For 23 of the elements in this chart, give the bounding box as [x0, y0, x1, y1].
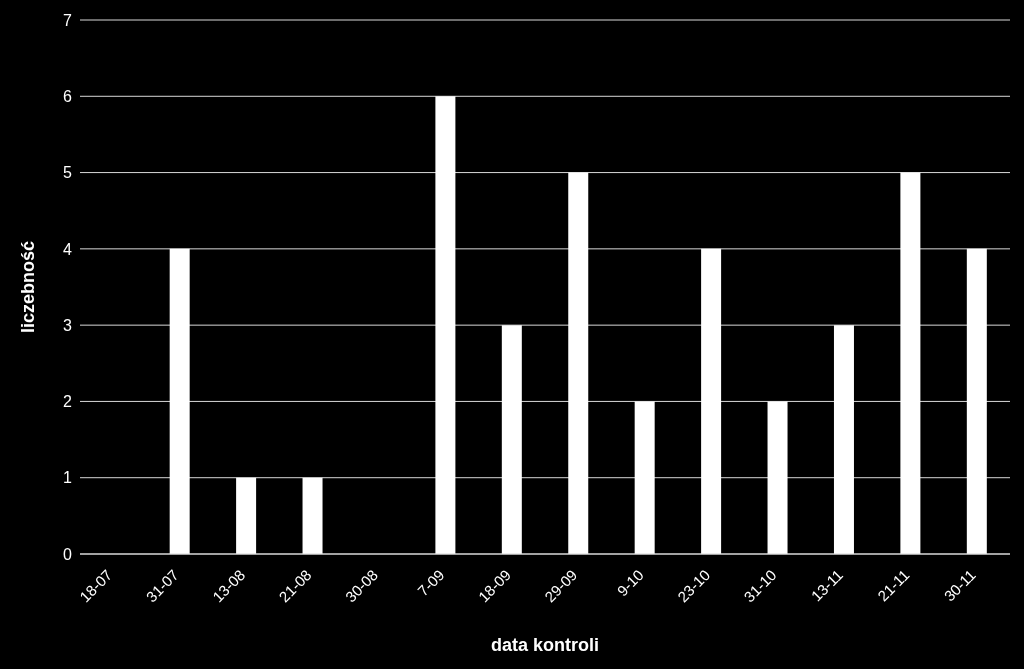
y-axis-title: liczebność — [18, 240, 39, 334]
bar — [568, 172, 589, 554]
bar — [634, 401, 655, 554]
bar — [501, 325, 522, 554]
y-tick-label: 5 — [63, 164, 73, 182]
bar — [833, 325, 854, 554]
y-tick-label: 3 — [63, 316, 73, 334]
bar — [435, 96, 456, 554]
bar — [236, 477, 257, 554]
y-tick-label: 0 — [63, 545, 73, 563]
y-tick-label: 6 — [63, 87, 73, 105]
y-tick-label: 7 — [63, 11, 73, 29]
bar — [302, 477, 323, 554]
bar — [701, 248, 722, 554]
y-tick-label: 1 — [63, 469, 73, 487]
x-axis-title: data kontroli — [490, 635, 600, 655]
y-tick-label: 2 — [63, 393, 73, 411]
bar — [767, 401, 788, 554]
x-tick-label: 7-09 — [414, 566, 448, 600]
y-tick-label: 4 — [63, 240, 73, 258]
bar — [900, 172, 921, 554]
bar — [966, 248, 987, 554]
bar — [169, 248, 190, 554]
